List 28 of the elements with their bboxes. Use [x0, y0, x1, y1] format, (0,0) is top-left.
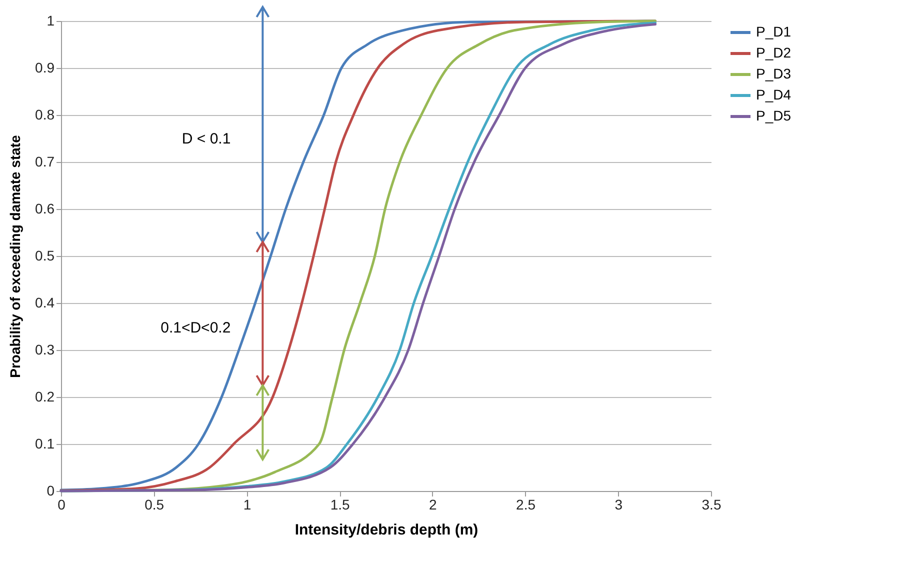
legend-label: P_D2: [756, 44, 792, 60]
legend-label: P_D3: [756, 66, 792, 82]
annotation: D < 0.1: [182, 130, 231, 148]
x-tick-label: 3: [614, 496, 623, 512]
y-tick-label: 0: [46, 482, 55, 498]
legend-label: P_D4: [756, 86, 792, 102]
y-axis-title: Proability of exceeding damate state: [7, 134, 24, 378]
y-tick-label: 0.5: [35, 248, 55, 264]
x-axis-title: Intensity/debris depth (m): [294, 522, 478, 538]
y-tick-label: 0.7: [35, 154, 55, 170]
y-tick-label: 0.8: [35, 106, 55, 122]
x-tick-label: 1.5: [330, 496, 350, 512]
y-tick-label: 0.4: [35, 294, 55, 310]
x-tick-label: 0: [58, 496, 66, 512]
legend-label: P_D1: [756, 24, 792, 40]
y-tick-label: 0.2: [35, 388, 55, 404]
x-tick-label: 2: [429, 496, 438, 512]
y-tick-label: 0.3: [35, 342, 55, 358]
x-tick-label: 2.5: [516, 496, 536, 512]
legend-label: P_D5: [756, 108, 792, 124]
y-tick-label: 1: [46, 12, 55, 28]
annotation: 0.1<D<0.2: [160, 320, 231, 337]
y-tick-label: 0.1: [35, 436, 55, 452]
x-tick-label: 1: [243, 496, 252, 512]
y-tick-label: 0.9: [35, 60, 55, 76]
x-tick-label: 3.5: [702, 496, 722, 512]
x-tick-label: 0.5: [144, 496, 164, 512]
y-tick-label: 0.6: [35, 200, 55, 216]
